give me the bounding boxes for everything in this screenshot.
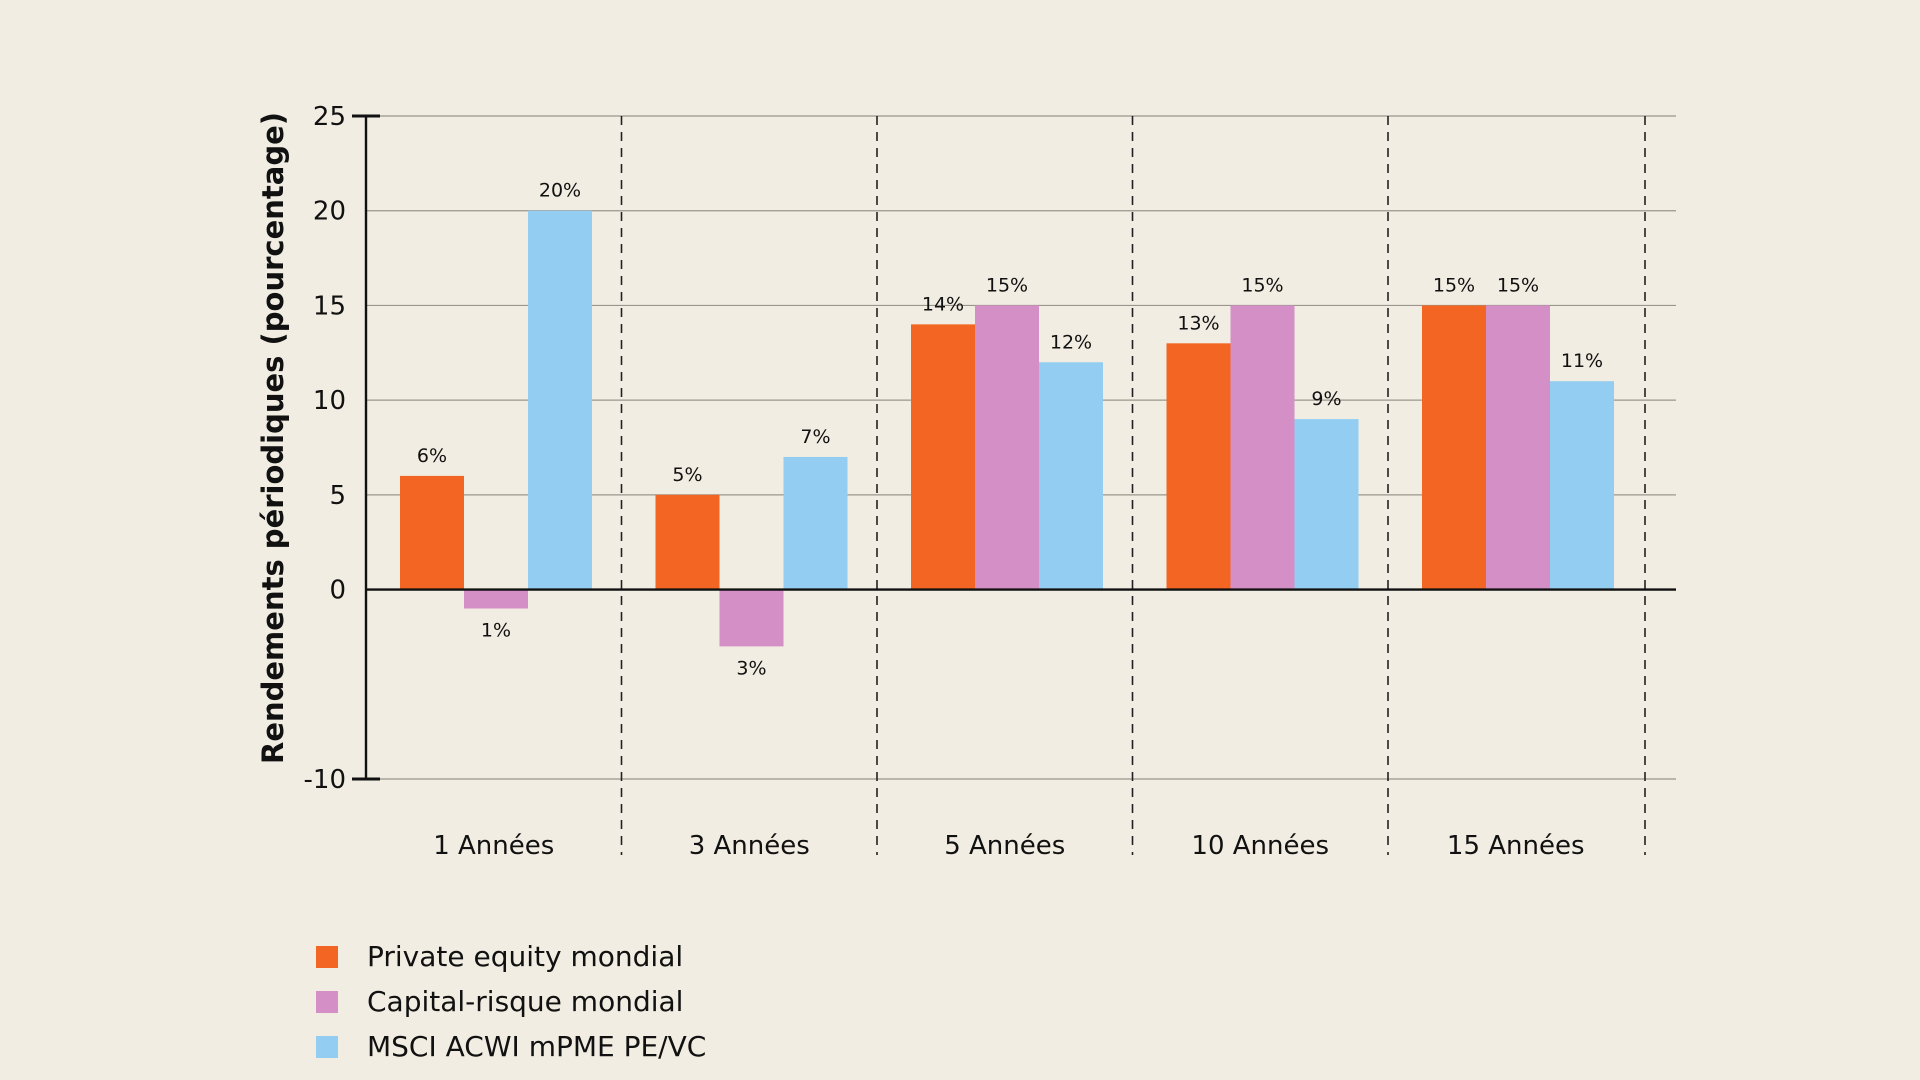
y-tick-label: 15	[313, 291, 346, 321]
x-tick-label: 5 Années	[944, 831, 1065, 861]
legend-item-capital-risque: Capital-risque mondial	[316, 979, 706, 1024]
bar	[911, 324, 975, 590]
legend-swatch	[316, 1035, 338, 1058]
legend-swatch	[316, 945, 338, 968]
bar	[719, 589, 784, 647]
bar	[400, 475, 464, 590]
data-label: 15%	[1241, 274, 1283, 296]
data-label: 14%	[922, 293, 964, 315]
legend-item-private-equity: Private equity mondial	[316, 934, 706, 979]
bar	[1550, 381, 1614, 590]
bar	[528, 210, 592, 590]
bar	[1039, 362, 1103, 590]
legend-swatch	[316, 990, 338, 1013]
data-label: 15%	[1497, 274, 1539, 296]
x-tick-label: 10 Années	[1191, 831, 1329, 861]
y-tick-label: -10	[304, 765, 346, 795]
x-tick-label: 15 Années	[1447, 831, 1585, 861]
bar	[1422, 305, 1486, 590]
legend: Private equity mondial Capital-risque mo…	[316, 934, 706, 1069]
y-tick-label: 0	[329, 576, 346, 606]
y-tick-label: 25	[313, 102, 346, 132]
bar	[783, 456, 848, 590]
data-label: 1%	[481, 620, 511, 642]
data-label: 20%	[539, 180, 581, 202]
data-label: 15%	[986, 274, 1028, 296]
bar	[464, 589, 528, 609]
bar	[1294, 419, 1359, 590]
bar	[1486, 305, 1550, 590]
x-tick-label: 3 Années	[689, 831, 810, 861]
bars	[400, 210, 1614, 647]
data-label: 7%	[800, 426, 830, 448]
y-axis-label: Rendements périodiques (pourcentage)	[256, 112, 290, 764]
legend-label: MSCI ACWI mPME PE/VC	[367, 1030, 707, 1063]
data-label: 9%	[1311, 388, 1341, 410]
bar	[1230, 305, 1295, 590]
data-label: 11%	[1561, 350, 1603, 372]
bar	[655, 494, 720, 590]
y-tick-label: 5	[329, 481, 346, 511]
data-label: 12%	[1050, 331, 1092, 353]
labels: -10 0 5 10 15 20 25 6% 1% 20% 1 Années 5% 3% 7% 3 Anné…	[304, 102, 1604, 861]
bar	[975, 305, 1039, 590]
data-label: 5%	[672, 464, 702, 486]
x-tick-label: 1 Années	[433, 831, 554, 861]
legend-label: Private equity mondial	[367, 940, 684, 973]
data-label: 3%	[736, 657, 766, 679]
legend-item-msci: MSCI ACWI mPME PE/VC	[316, 1024, 706, 1069]
y-tick-label: 10	[313, 386, 346, 416]
data-label: 6%	[417, 445, 447, 467]
bar	[1166, 343, 1231, 590]
axes	[352, 114, 1676, 781]
legend-label: Capital-risque mondial	[367, 985, 684, 1018]
y-tick-label: 20	[313, 197, 346, 227]
data-label: 13%	[1177, 312, 1219, 334]
data-label: 15%	[1433, 274, 1475, 296]
